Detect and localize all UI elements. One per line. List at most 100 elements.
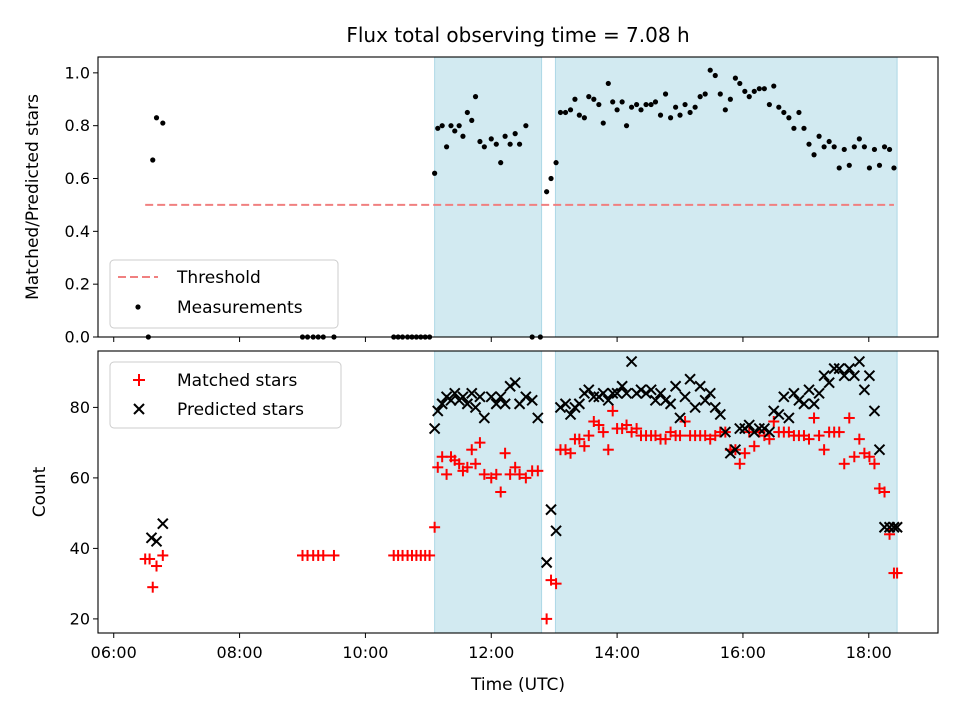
measurement-point [846,162,852,168]
measurement-point [871,146,878,153]
predicted-stars-point [616,380,628,392]
x-tick-label: 12:00 [468,643,514,662]
ratio-y-tick-label: 0.2 [65,275,90,294]
count-legend-box [109,361,342,429]
predicted-legend-label: Predicted stars [177,400,304,420]
matched-stars-point [808,412,820,424]
predicted-stars-point [611,387,623,400]
measurement-point [677,112,683,118]
matched-stars-point [768,416,780,427]
predicted-stars-point [509,377,521,389]
predicted-stars-point [449,387,461,400]
predicted-stars-point [753,422,766,435]
measurement-point [831,144,837,150]
predicted-stars-point [457,391,469,403]
ratio-panel: 0.0 0.2 0.4 0.6 0.8 1.0 Flux total observing … [23,23,939,347]
measurement-point [866,165,873,171]
measurement-point [667,115,674,121]
count-y-tick-label: 20 [70,609,90,628]
measurement-point [562,109,569,116]
predicted-stars-point [694,380,706,392]
measurement-point [786,115,792,121]
predicted-stars-point [878,521,891,533]
measurement-point [722,107,728,113]
measurement-point [576,112,582,118]
matched-stars-point [550,578,562,590]
measurement-point [493,141,499,147]
measurement-point [567,107,574,113]
matched-stars-point [432,461,444,473]
measurement-point [648,101,654,108]
measurement-point [472,94,479,100]
measurement-point [756,86,762,92]
measurement-point [481,144,487,150]
predicted-stars-point [150,535,163,548]
measurement-point [751,88,757,94]
predicted-stars-point [719,426,732,438]
measurement-point [742,88,748,94]
predicted-stars-point [625,355,638,368]
matched-stars-point [763,433,775,445]
measurement-point [673,104,679,110]
measurement-point [826,138,832,145]
measurement-point [891,165,897,171]
matched-stars-point [803,433,815,445]
x-axis-label: Time (UTC) [470,675,565,695]
predicted-stars-point [654,387,667,400]
measurement-point [153,115,160,121]
measurement-point [553,160,559,166]
predicted-stars-point [768,405,780,417]
measurement-point [737,80,743,87]
matched-stars-point [602,444,614,456]
measurement-point [836,165,842,171]
matched-stars-point [597,426,609,438]
measurements-legend-label: Measurements [177,298,303,318]
measurement-point [634,101,640,108]
predicted-stars-point [888,521,900,533]
predicted-stars-point [833,362,845,375]
predicted-stars-point [664,398,677,410]
measurement-point [628,104,635,110]
predicted-stars-point [813,387,825,400]
predicted-stars-point [828,362,840,375]
matched-stars-point [674,430,686,442]
measurement-point [766,101,772,108]
measurement-point [498,160,504,166]
matched-stars-point [453,458,465,470]
measurement-point [443,144,450,150]
measurement-point [150,157,156,163]
predicted-stars-point [734,422,746,435]
matched-stars-point [424,549,436,561]
measurement-point [697,94,703,100]
measurement-point [605,80,611,87]
predicted-stars-point [891,521,903,533]
matched-stars-point [441,468,453,480]
matched-stars-point [504,468,516,480]
measurement-point [712,72,718,79]
matched-stars-point [490,468,502,480]
matched-stars-point [739,447,751,459]
predicted-stars-point [699,394,711,407]
matched-stars-point [532,465,544,477]
predicted-stars-point [461,398,474,410]
matched-legend-label: Matched stars [177,371,297,391]
predicted-stars-point [532,412,544,424]
predicted-stars-point [588,391,600,403]
measurement-point [572,96,578,102]
ratio-y-tick-label: 0.6 [65,169,90,188]
count-panel: 20 40 60 80 06:00 08:00 10:00 12:00 14:00 16:00 1… [30,350,939,695]
predicted-stars-point [808,398,820,410]
predicted-stars-point [684,373,696,385]
measurement-point [623,123,630,129]
predicted-stars-point [504,380,516,392]
measurement-point [821,144,827,150]
matched-stars-point [541,613,553,625]
measurement-point [586,94,592,100]
ratio-y-tick-label: 0.8 [65,116,90,135]
predicted-stars-point [573,398,586,410]
matched-stars-point [621,419,633,431]
measurement-point [771,83,777,89]
predicted-stars-point [788,387,800,400]
predicted-stars-point [823,377,835,389]
predicted-stars-point [649,394,662,407]
